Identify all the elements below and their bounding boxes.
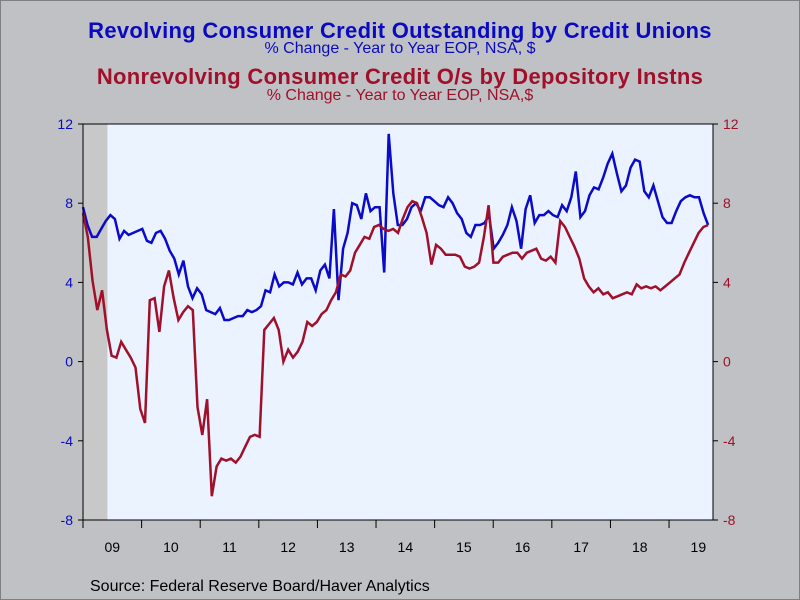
y-tick-label-left: 12: [57, 116, 73, 132]
x-tick-label: 12: [280, 539, 296, 555]
plot-area: [83, 124, 713, 520]
y-tick-label-left: 4: [65, 274, 73, 290]
chart-subtitle-revolving: % Change - Year to Year EOP, NSA, $: [264, 40, 536, 57]
y-tick-label-right: 0: [723, 354, 731, 370]
y-tick-label-right: 12: [723, 116, 739, 132]
y-tick-label-right: -8: [723, 512, 736, 528]
series-line-nonrevolving: [81, 199, 709, 497]
x-tick-label: 17: [573, 539, 589, 555]
y-tick-label-left: -8: [61, 512, 74, 528]
x-tick-label: 09: [105, 539, 121, 555]
plot-border: [82, 123, 714, 521]
series-line-revolving: [81, 133, 710, 322]
source-note: Source: Federal Reserve Board/Haver Anal…: [90, 578, 430, 595]
x-tick-label: 16: [515, 539, 531, 555]
chart-subtitle-nonrevolving: % Change - Year to Year EOP, NSA,$: [266, 87, 534, 104]
axis-ticks: 12 12 8 8 4 4 0 0 -4 -4 -8 -8 09 10 11 12 13 14 15 16 17 18 19: [57, 116, 738, 555]
x-tick-label: 14: [398, 539, 414, 555]
x-tick-label: 18: [632, 539, 648, 555]
y-tick-label-right: -4: [723, 433, 736, 449]
recession-shading: [83, 124, 108, 520]
chart-title-revolving: Revolving Consumer Credit Outstanding by…: [88, 18, 712, 43]
x-tick-label: 11: [222, 539, 237, 555]
chart-title-nonrevolving: Nonrevolving Consumer Credit O/s by Depo…: [96, 64, 704, 89]
y-tick-label-left: 0: [65, 354, 73, 370]
x-tick-label: 19: [691, 539, 707, 555]
x-tick-label: 15: [456, 539, 472, 555]
x-tick-label: 10: [163, 539, 179, 555]
y-tick-label-right: 4: [723, 274, 731, 290]
x-tick-label: 13: [339, 539, 355, 555]
y-tick-label-left: 8: [65, 195, 73, 211]
y-tick-label-left: -4: [61, 433, 74, 449]
y-tick-label-right: 8: [723, 195, 731, 211]
